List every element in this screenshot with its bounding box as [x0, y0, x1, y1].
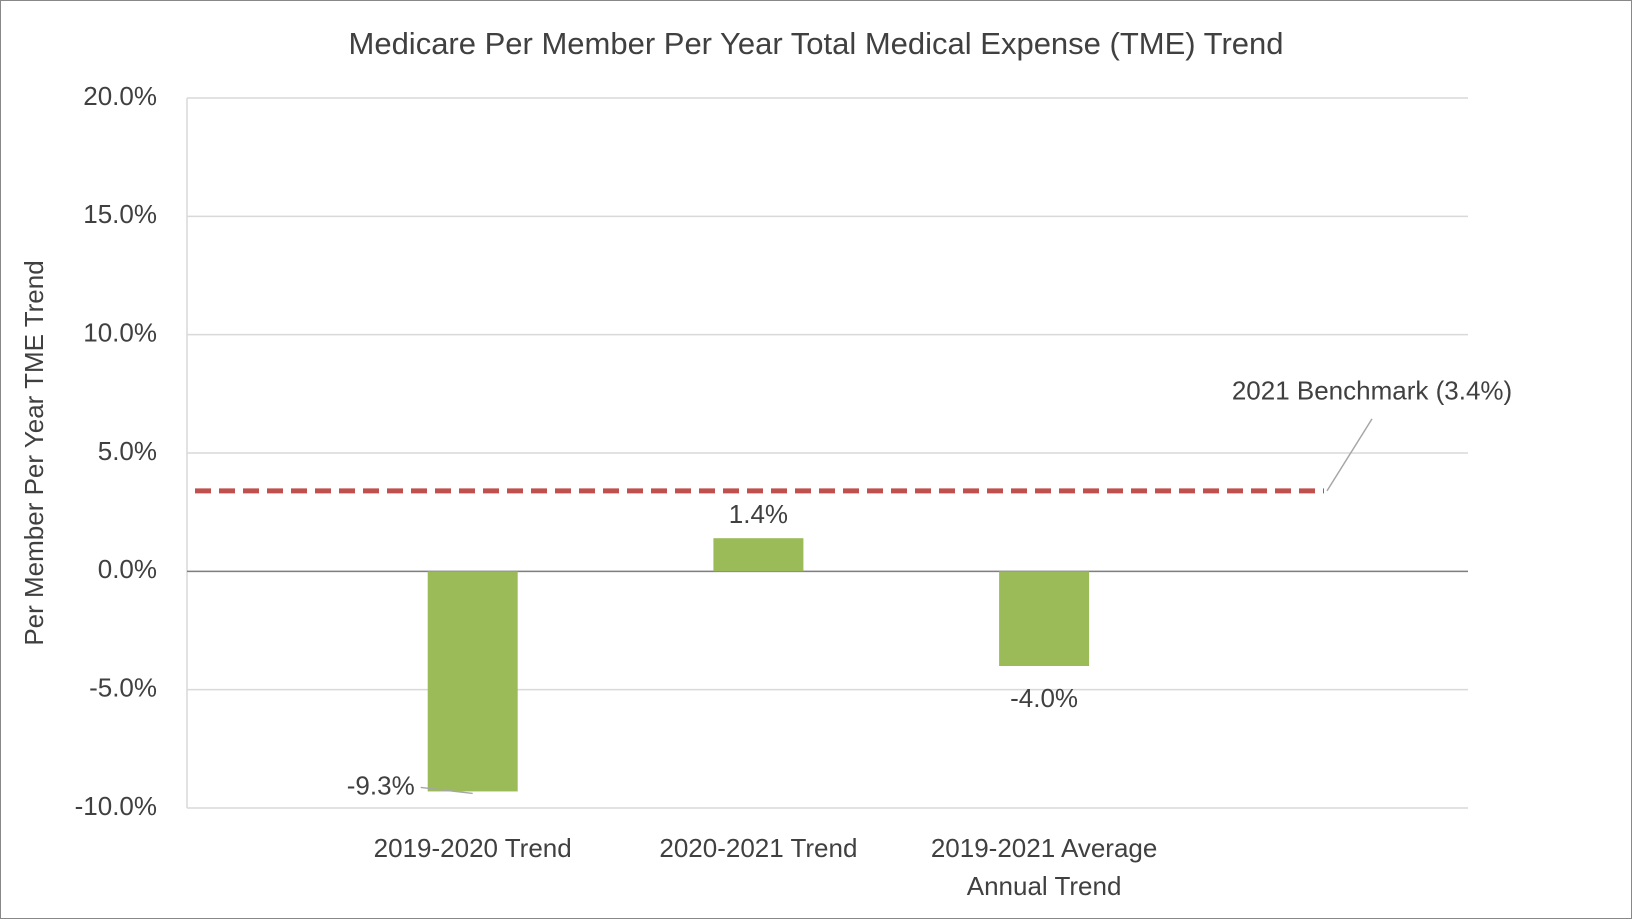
- benchmark-leader: [1326, 418, 1373, 492]
- x-tick-label: 2020-2021 Trend: [659, 833, 857, 863]
- y-tick-label: 20.0%: [83, 81, 157, 111]
- label-leader: [420, 786, 473, 795]
- data-label: -9.3%: [347, 770, 415, 800]
- chart-title: Medicare Per Member Per Year Total Medic…: [349, 26, 1284, 61]
- bar: [713, 538, 804, 572]
- y-tick-label: -5.0%: [89, 673, 157, 703]
- y-tick-label: 15.0%: [83, 199, 157, 229]
- y-tick-label: 0.0%: [98, 554, 157, 584]
- x-tick-label: 2019-2021 Average Annual Trend: [931, 833, 1158, 901]
- y-axis-label: Per Member Per Year TME Trend: [19, 260, 49, 645]
- bar: [427, 571, 518, 792]
- bar: [999, 571, 1090, 666]
- data-label: 1.4%: [729, 499, 788, 529]
- y-tick-label: -10.0%: [75, 791, 157, 821]
- data-label: -4.0%: [1010, 683, 1078, 713]
- x-tick-label: 2019-2020 Trend: [374, 833, 572, 863]
- y-tick-label: 5.0%: [98, 436, 157, 466]
- y-tick-label: 10.0%: [83, 318, 157, 348]
- benchmark-label: 2021 Benchmark (3.4%): [1232, 376, 1512, 406]
